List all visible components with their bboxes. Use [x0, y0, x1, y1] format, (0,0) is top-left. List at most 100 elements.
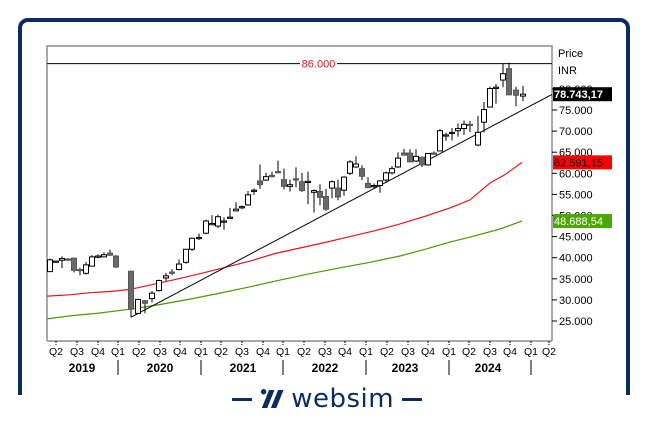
- candle-bullish: [371, 185, 377, 188]
- candle-bullish: [227, 216, 233, 219]
- resistance-label: 86.000: [302, 59, 336, 71]
- x-quarter-label: Q3: [70, 346, 84, 358]
- y-tick-label: 35.000: [559, 274, 593, 286]
- candle-bearish: [281, 179, 287, 187]
- candle-bearish: [317, 190, 323, 198]
- candle-bullish: [475, 131, 481, 146]
- brand-name: websim: [291, 384, 395, 414]
- candle-bullish: [221, 220, 227, 223]
- x-quarter-label: Q3: [483, 346, 497, 358]
- moving-average-lines: [46, 161, 523, 320]
- y-tick-label: 40.000: [559, 253, 593, 265]
- price-badges: 78.743,17 62.591,15 48.688,54: [553, 87, 612, 229]
- x-quarter-label: Q2: [132, 346, 146, 358]
- x-year-label: 2019: [69, 361, 96, 375]
- logo-left-line: [232, 397, 252, 401]
- x-quarter-label: Q3: [235, 346, 249, 358]
- candle-bullish: [47, 259, 53, 273]
- candle-bullish: [101, 254, 107, 258]
- ma-value-badge-bg: [553, 155, 612, 170]
- candle-bullish: [353, 163, 359, 168]
- x-year-label: 2022: [312, 361, 339, 375]
- x-quarter-label: Q1: [194, 346, 208, 358]
- candle-bullish: [233, 208, 239, 212]
- candle-bearish: [77, 269, 83, 272]
- y-tick-label: 55.000: [559, 189, 593, 201]
- websim-mark-icon: [260, 389, 284, 409]
- candle-bearish: [431, 152, 437, 155]
- x-quarter-label: Q4: [256, 346, 270, 358]
- x-quarter-label: Q1: [276, 346, 290, 358]
- candle-bullish: [215, 216, 221, 227]
- candle-bearish: [257, 180, 263, 186]
- resistance-line: 86.000: [47, 59, 552, 71]
- candle-bearish: [142, 300, 148, 304]
- x-year-label: 2024: [475, 361, 502, 375]
- candle-bearish: [467, 123, 473, 127]
- y-tick-label: 30.000: [559, 295, 593, 307]
- candle-bullish: [487, 87, 493, 108]
- candle-bullish: [287, 184, 293, 187]
- candle-bullish: [251, 189, 257, 192]
- candle-bullish: [500, 73, 506, 81]
- x-quarter-label: Q3: [153, 346, 167, 358]
- candle-bullish: [245, 194, 251, 206]
- candle-bullish: [449, 131, 455, 135]
- candle-bearish: [65, 258, 71, 261]
- x-quarter-label: Q3: [401, 346, 415, 358]
- candle-bullish: [389, 168, 395, 174]
- x-quarter-label: Q4: [503, 346, 517, 358]
- candle-bullish: [53, 260, 59, 263]
- candle-bullish: [383, 172, 389, 181]
- x-quarter-label: Q4: [173, 346, 187, 358]
- x-quarter-label: Q2: [297, 346, 311, 358]
- candle-bearish: [113, 255, 119, 268]
- candle-bullish: [203, 220, 209, 234]
- candle-bullish: [135, 298, 141, 314]
- last-price-badge: 78.743,17: [554, 89, 603, 101]
- candle-bearish: [419, 156, 425, 166]
- candle-bearish: [128, 270, 134, 310]
- candle-bullish: [156, 279, 162, 292]
- y-tick-label: 75.000: [559, 105, 593, 117]
- candle-bearish: [71, 257, 77, 271]
- candle-bearish: [169, 271, 175, 274]
- candle-bullish: [341, 176, 347, 191]
- y-tick-label: 70.000: [559, 126, 593, 138]
- candle-bearish: [513, 89, 519, 96]
- x-quarter-label: Q2: [49, 346, 63, 358]
- x-quarter-label: Q1: [111, 346, 125, 358]
- candle-bullish: [163, 275, 169, 279]
- x-year-label: 2021: [230, 361, 257, 375]
- plot-border: [46, 45, 553, 341]
- candle-bullish: [209, 223, 215, 226]
- candle-bearish: [506, 68, 512, 96]
- candle-bullish: [183, 248, 189, 263]
- x-axis: Q2 Q3 Q4 Q1 Q2 Q3 Q4 Q1 Q2 Q3 Q4 Q1 Q2 Q3 Q4 Q1 Q2 Q3 Q4 Q1…: [49, 341, 556, 375]
- y-tick-label: 60.000: [559, 168, 593, 180]
- candle-bullish: [149, 292, 155, 300]
- candle-bullish: [461, 123, 467, 130]
- candle-bullish: [329, 181, 335, 189]
- candle-bullish: [189, 237, 195, 250]
- last-price-badge-bg: [553, 87, 612, 102]
- trendline: [130, 93, 553, 318]
- candle-bearish: [365, 182, 371, 189]
- candle-bullish: [520, 93, 526, 97]
- x-year-label: 2020: [147, 361, 174, 375]
- candle-bullish: [196, 236, 202, 240]
- ma-value-badge-bg: [553, 214, 612, 229]
- x-quarter-label: Q2: [380, 346, 394, 358]
- x-quarter-label: Q4: [421, 346, 435, 358]
- candle-bullish: [83, 264, 89, 274]
- candle-bullish: [176, 263, 182, 271]
- x-quarter-label: Q4: [338, 346, 352, 358]
- x-quarter-label: Q2: [214, 346, 228, 358]
- candle-bullish: [455, 128, 461, 132]
- ma-value-badge: 48.688,54: [554, 216, 603, 228]
- candle-bearish: [401, 152, 407, 156]
- candle-bullish: [413, 155, 419, 162]
- y-axis-unit: INR: [558, 65, 577, 77]
- candle-bearish: [275, 171, 281, 174]
